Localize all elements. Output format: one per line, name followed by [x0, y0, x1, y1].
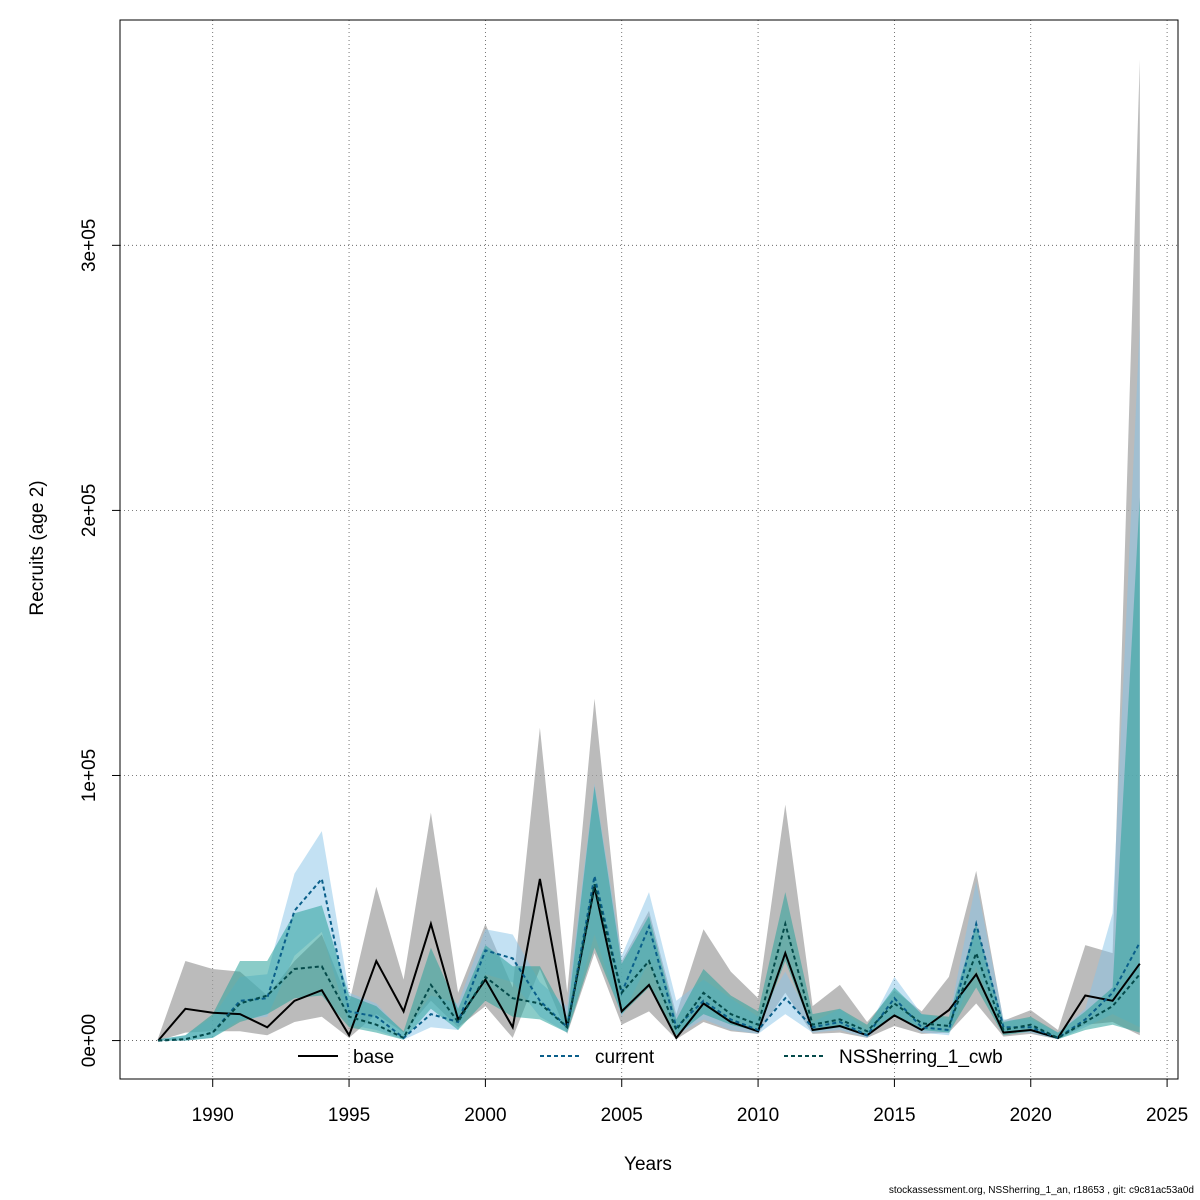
confidence-bands [158, 59, 1140, 1041]
x-tick-label: 2005 [601, 1105, 643, 1126]
axes: 1990 1995 2000 2005 2010 2015 2020 2025 0e+00 1e+… [79, 219, 1188, 1126]
x-axis-label: Years [624, 1154, 672, 1175]
y-tick-label: 2e+05 [79, 484, 100, 537]
line-nssherring_1_cwb [158, 883, 1141, 1042]
y-tick-label: 0e+00 [79, 1014, 100, 1067]
x-tick-label: 2025 [1146, 1105, 1188, 1126]
line-base [157, 878, 1141, 1042]
x-tick-label: 2020 [1010, 1105, 1052, 1126]
y-tick-label: 1e+05 [79, 749, 100, 802]
band-nssherring_1_cwb [158, 497, 1140, 1041]
band-current [158, 324, 1140, 1041]
x-tick-label: 2015 [873, 1105, 915, 1126]
y-tick-label: 3e+05 [79, 219, 100, 272]
grid-lines [120, 20, 1178, 1079]
footer-note: stockassessment.org, NSSherring_1_an, r1… [888, 1185, 1194, 1196]
x-tick-label: 1995 [328, 1105, 370, 1126]
legend-label: current [595, 1047, 655, 1068]
x-tick-label: 2000 [464, 1105, 506, 1126]
plot-frame [119, 19, 1179, 1080]
series-lines [157, 875, 1141, 1042]
line-current [158, 875, 1141, 1042]
legend-label: NSSherring_1_cwb [839, 1047, 1003, 1068]
legend: base current NSSherring_1_cwb [298, 1047, 1003, 1068]
legend-label: base [353, 1047, 394, 1068]
y-axis-label: Recruits (age 2) [27, 480, 48, 615]
x-tick-label: 1990 [192, 1105, 234, 1126]
x-tick-label: 2010 [737, 1105, 779, 1126]
